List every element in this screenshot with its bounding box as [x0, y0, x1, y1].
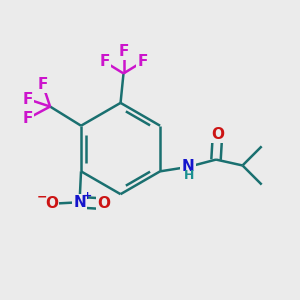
Text: F: F [118, 44, 129, 59]
Text: N: N [182, 159, 194, 174]
Text: F: F [23, 111, 33, 126]
Text: N: N [73, 195, 86, 210]
Text: F: F [23, 92, 33, 107]
Text: O: O [45, 196, 58, 211]
Text: H: H [184, 169, 194, 182]
Text: O: O [211, 127, 224, 142]
Text: O: O [97, 196, 110, 211]
Text: −: − [37, 191, 47, 204]
Text: +: + [83, 191, 92, 201]
Text: F: F [99, 54, 110, 69]
Text: F: F [38, 77, 48, 92]
Text: F: F [137, 54, 148, 69]
